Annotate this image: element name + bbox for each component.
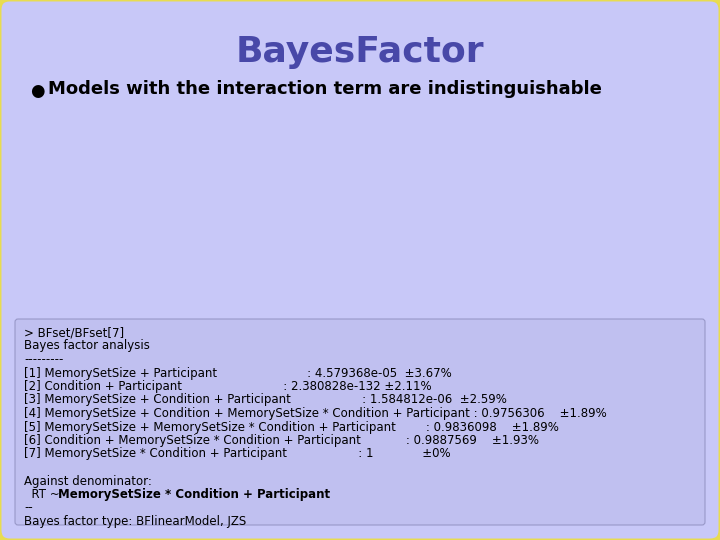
Text: RT ~: RT ~ — [24, 488, 63, 501]
Text: MemorySetSize * Condition + Participant: MemorySetSize * Condition + Participant — [58, 488, 330, 501]
Text: ---------: --------- — [24, 353, 63, 366]
FancyBboxPatch shape — [15, 319, 705, 525]
Text: [1] MemorySetSize + Participant                        : 4.579368e-05  ±3.67%: [1] MemorySetSize + Participant : 4.5793… — [24, 367, 451, 380]
Text: BayesFactor: BayesFactor — [235, 35, 485, 69]
Text: [2] Condition + Participant                           : 2.380828e-132 ±2.11%: [2] Condition + Participant : 2.380828e-… — [24, 380, 431, 393]
Text: [3] MemorySetSize + Condition + Participant                   : 1.584812e-06  ±2: [3] MemorySetSize + Condition + Particip… — [24, 394, 507, 407]
Text: Bayes factor type: BFlinearModel, JZS: Bayes factor type: BFlinearModel, JZS — [24, 515, 246, 528]
Text: > BFset/BFset[7]: > BFset/BFset[7] — [24, 326, 124, 339]
Text: --: -- — [24, 502, 32, 515]
Text: [7] MemorySetSize * Condition + Participant                   : 1             ±0: [7] MemorySetSize * Condition + Particip… — [24, 448, 451, 461]
Text: Against denominator:: Against denominator: — [24, 475, 152, 488]
Text: ●: ● — [30, 82, 45, 100]
Text: [5] MemorySetSize + MemorySetSize * Condition + Participant        : 0.9836098  : [5] MemorySetSize + MemorySetSize * Cond… — [24, 421, 559, 434]
Text: Models with the interaction term are indistinguishable: Models with the interaction term are ind… — [48, 80, 602, 98]
Text: Bayes factor analysis: Bayes factor analysis — [24, 340, 150, 353]
Text: [4] MemorySetSize + Condition + MemorySetSize * Condition + Participant : 0.9756: [4] MemorySetSize + Condition + MemorySe… — [24, 407, 607, 420]
Text: [6] Condition + MemorySetSize * Condition + Participant            : 0.9887569  : [6] Condition + MemorySetSize * Conditio… — [24, 434, 539, 447]
